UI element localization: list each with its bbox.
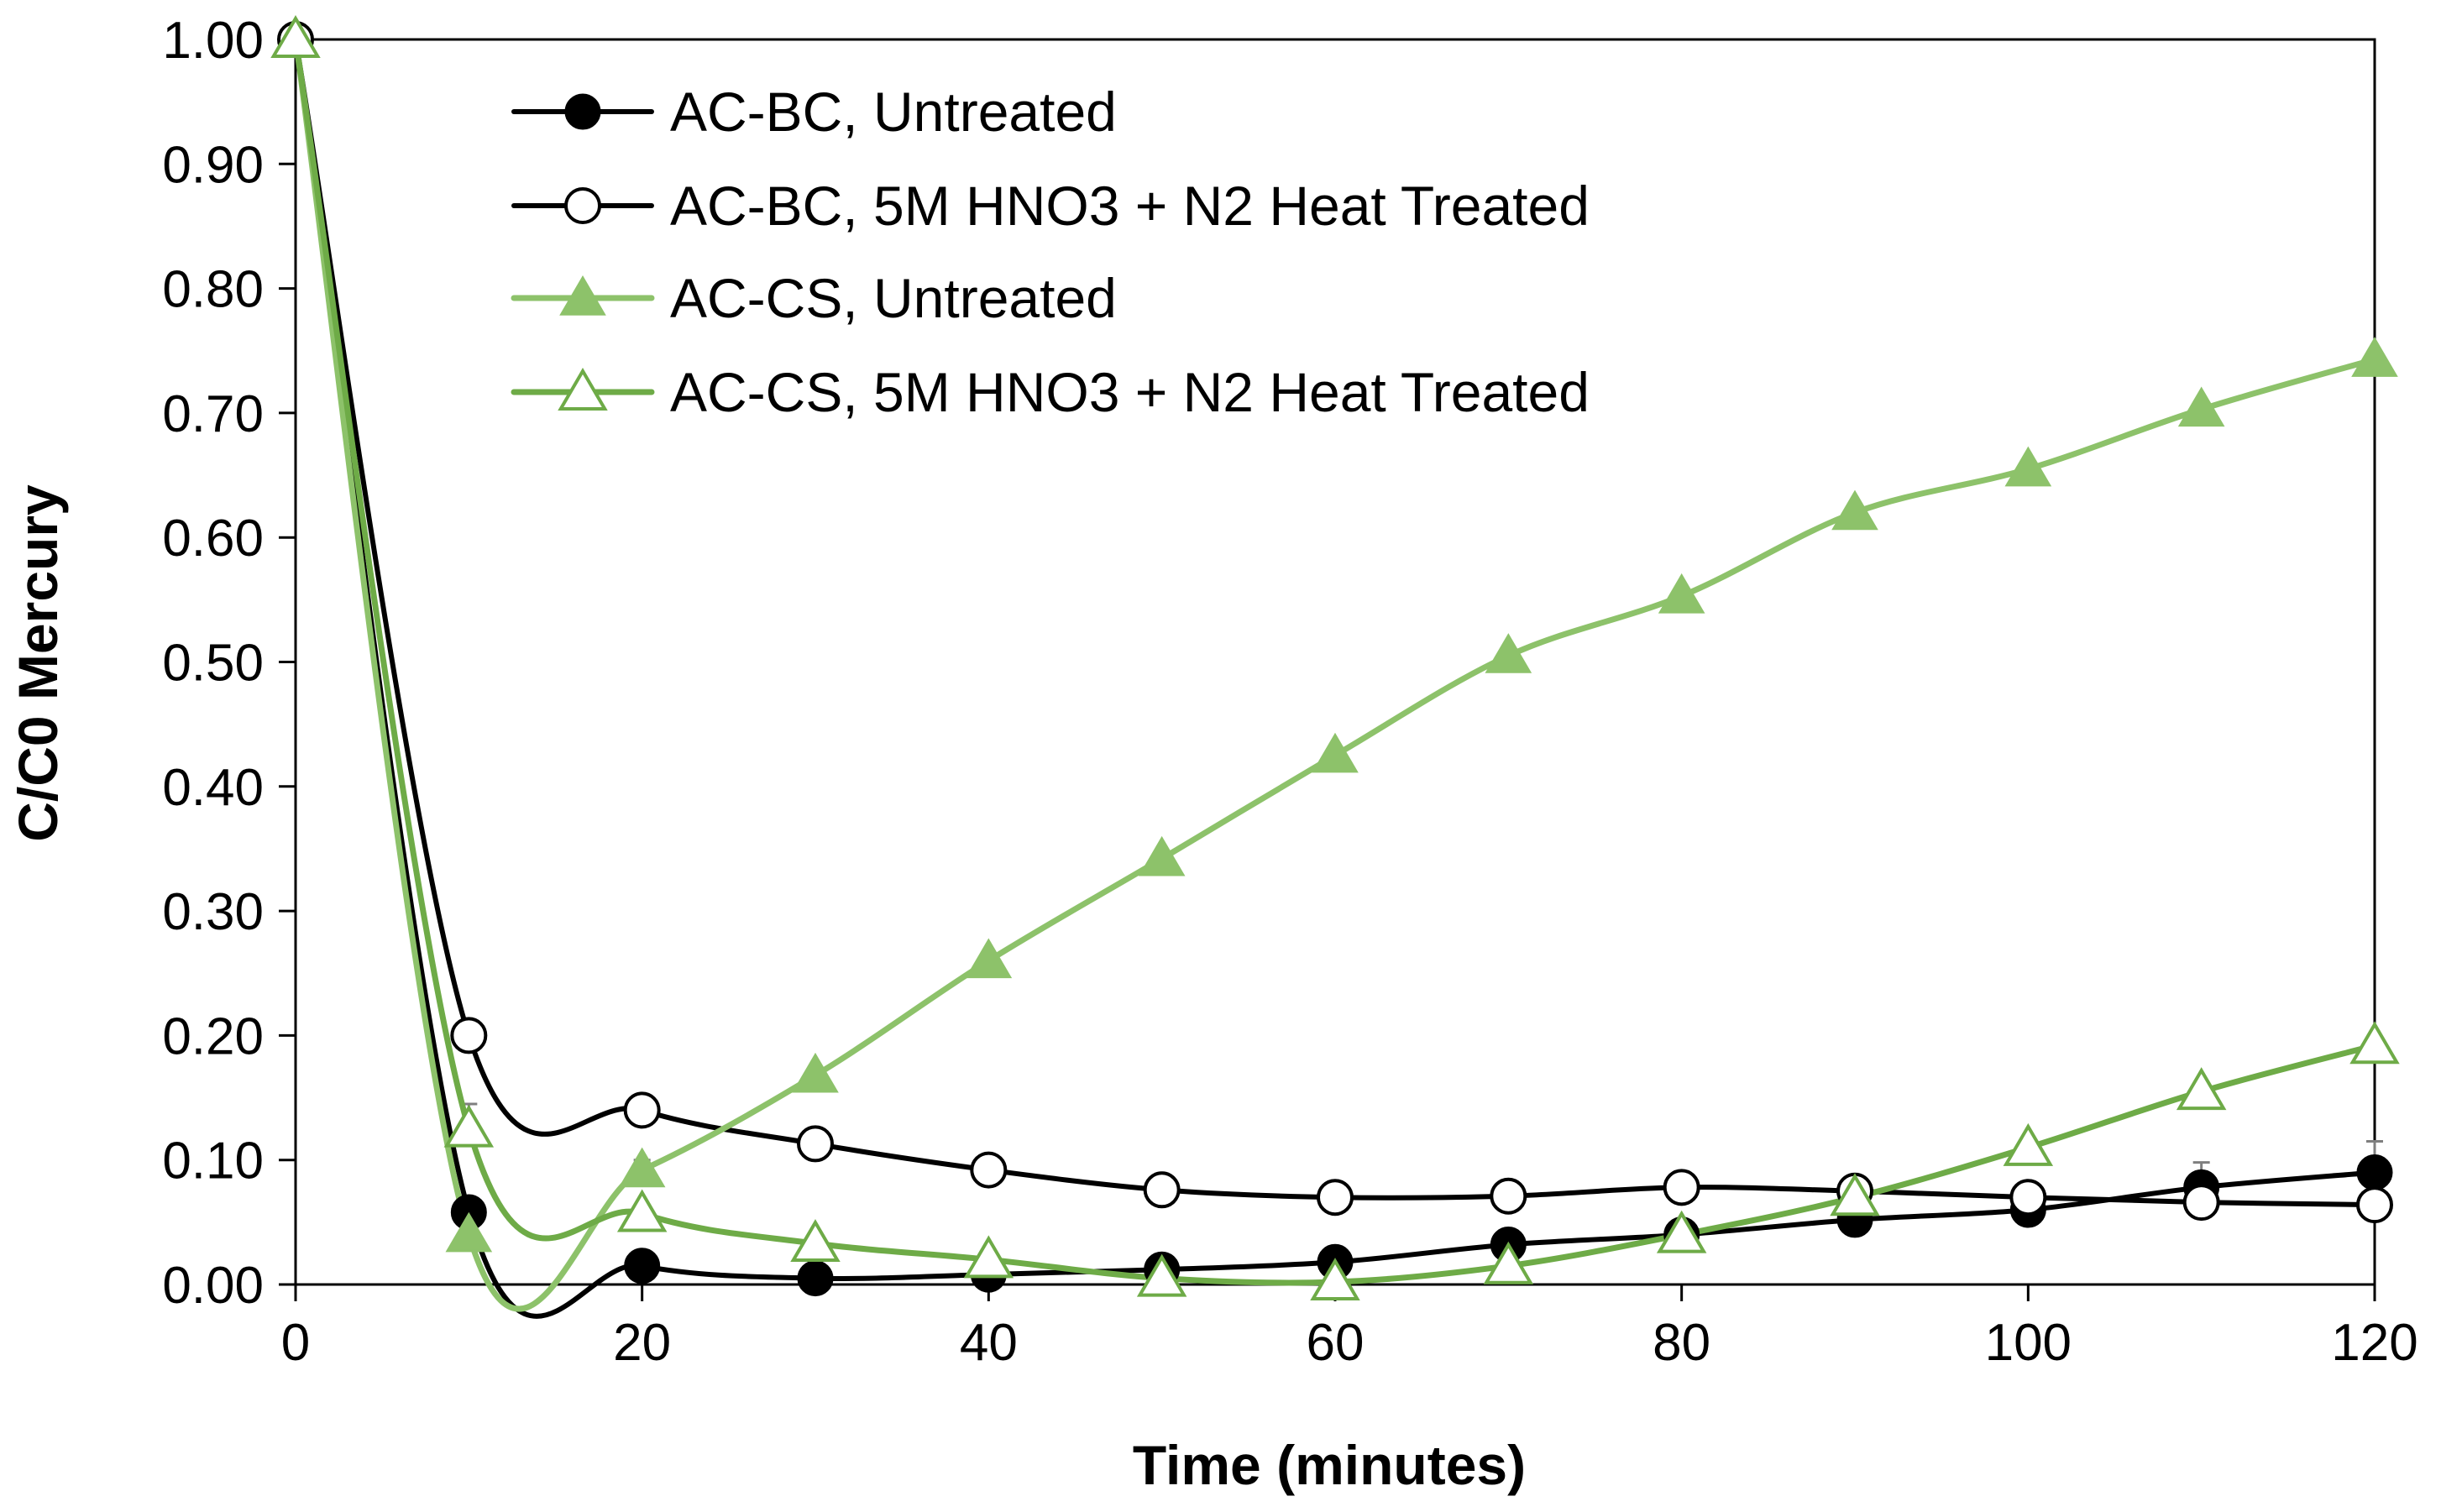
- data-point-series-3: [2177, 386, 2225, 427]
- data-point-series-4: [2003, 1122, 2054, 1166]
- data-point-series-4: [443, 1104, 495, 1148]
- y-tick-label: 0.00: [162, 1257, 264, 1315]
- y-tick-label: 0.10: [162, 1133, 264, 1190]
- y-tick-label: 0.20: [162, 1007, 264, 1065]
- data-point-series-3: [2004, 446, 2052, 487]
- legend-label-1: AC-BC, Untreated: [670, 81, 1117, 143]
- data-point-series-2: [970, 1151, 1008, 1189]
- data-point-series-3: [2351, 337, 2398, 377]
- data-point-series-3: [1485, 633, 1532, 673]
- data-point-series-3: [792, 1052, 839, 1093]
- x-tick-label: 60: [1307, 1314, 1365, 1372]
- data-point-series-1: [624, 1248, 661, 1284]
- data-point-series-2: [2009, 1179, 2047, 1216]
- x-tick-label: 40: [960, 1314, 1018, 1372]
- legend-label-2: AC-BC, 5M HNO3 + N2 Heat Treated: [670, 175, 1590, 237]
- y-tick-label: 0.50: [162, 635, 264, 693]
- data-point-series-4: [2349, 1021, 2400, 1065]
- data-point-series-4: [270, 15, 321, 58]
- data-point-series-4: [790, 1219, 841, 1263]
- y-axis-title: C/C0 Mercury: [7, 484, 69, 842]
- legend-label-3: AC-CS, Untreated: [670, 267, 1117, 329]
- data-point-series-4: [616, 1189, 668, 1232]
- y-tick-label: 0.90: [162, 136, 264, 194]
- data-point-series-3: [965, 938, 1013, 979]
- data-point-series-4: [2176, 1067, 2227, 1111]
- x-axis-title: Time (minutes): [1133, 1434, 1526, 1496]
- data-point-series-2: [1143, 1171, 1181, 1209]
- data-point-series-3: [1658, 573, 1705, 614]
- legend-marker-1: [564, 93, 601, 130]
- data-point-series-3: [1138, 835, 1186, 876]
- data-point-series-4: [1310, 1258, 1360, 1301]
- data-point-series-2: [623, 1091, 661, 1129]
- x-tick-label: 80: [1653, 1314, 1710, 1372]
- legend-label-4: AC-CS, 5M HNO3 + N2 Heat Treated: [670, 361, 1590, 423]
- x-tick-label: 20: [613, 1314, 671, 1372]
- y-tick-label: 0.70: [162, 385, 264, 443]
- y-tick-label: 0.40: [162, 759, 264, 817]
- data-point-series-2: [1317, 1179, 1354, 1216]
- data-point-series-2: [450, 1017, 488, 1054]
- legend-marker-3: [559, 275, 606, 316]
- data-point-series-4: [1656, 1210, 1707, 1253]
- data-point-series-4: [963, 1235, 1014, 1279]
- y-tick-label: 0.80: [162, 261, 264, 319]
- legend-marker-4: [558, 368, 608, 411]
- data-point-series-1: [797, 1260, 834, 1297]
- y-tick-label: 0.60: [162, 510, 264, 568]
- axes-group: 0.00 0.10 0.20 0.30 0.40 0.50 0.60 0.70 0.80 0.90…: [162, 12, 2417, 1372]
- data-point-series-1: [2356, 1154, 2393, 1191]
- series-markers-group: [270, 15, 2400, 1301]
- x-tick-label: 120: [2331, 1314, 2417, 1372]
- y-tick-label: 1.00: [162, 12, 264, 70]
- data-point-series-2: [1490, 1177, 1527, 1215]
- data-point-series-2: [797, 1125, 834, 1163]
- y-tick-label: 0.30: [162, 883, 264, 941]
- data-point-series-3: [1312, 732, 1359, 773]
- data-point-series-4: [1136, 1253, 1187, 1297]
- data-point-series-3: [445, 1211, 493, 1253]
- data-point-series-3: [618, 1147, 666, 1188]
- data-point-series-2: [1663, 1169, 1700, 1206]
- legend-marker-2: [564, 187, 601, 224]
- data-point-series-2: [2182, 1184, 2220, 1222]
- x-tick-label: 100: [1985, 1314, 2072, 1372]
- x-tick-label: 0: [281, 1314, 310, 1372]
- data-point-series-2: [2356, 1186, 2393, 1224]
- legend: AC-BC, Untreated AC-BC, 5M HNO3 + N2 Heat…: [511, 81, 1590, 423]
- data-point-series-4: [1483, 1241, 1534, 1284]
- data-point-series-4: [1830, 1173, 1880, 1216]
- data-point-series-3: [1831, 489, 1878, 531]
